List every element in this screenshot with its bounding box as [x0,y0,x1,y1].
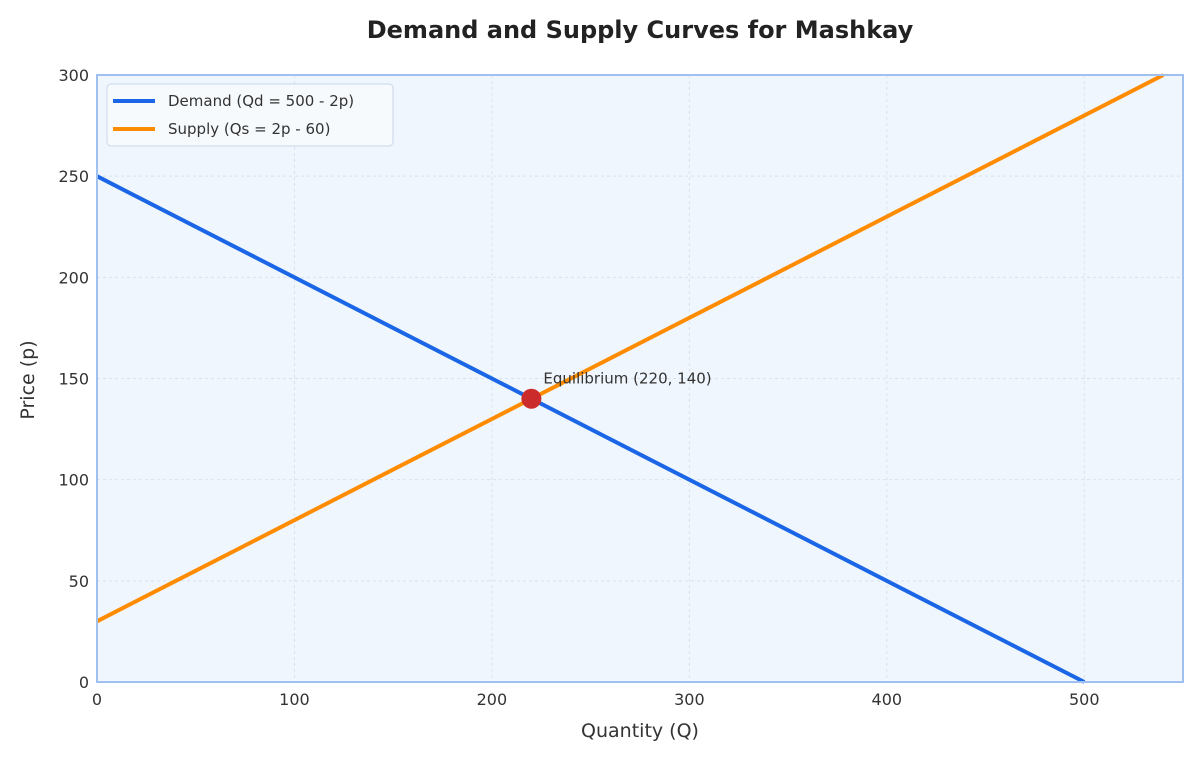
y-tick-label: 250 [58,167,89,186]
demand-legend-label: Demand (Qd = 500 - 2p) [168,92,354,110]
y-tick-label: 100 [58,471,89,490]
x-axis-label: Quantity (Q) [581,720,699,742]
y-axis-label: Price (p) [17,340,39,419]
x-tick-label: 500 [1069,690,1100,709]
chart-title: Demand and Supply Curves for Mashkay [367,16,914,44]
annotation-layer: Equilibrium (220, 140) [521,370,712,409]
y-tick-label: 150 [58,370,89,389]
y-tick-label: 50 [69,572,89,591]
supply-legend-label: Supply (Qs = 2p - 60) [168,120,330,138]
supply-series-line [96,73,1165,624]
y-tick-label: 0 [79,673,89,692]
x-tick-label: 200 [477,690,508,709]
x-tick-label: 0 [92,690,102,709]
tick-labels: 0 100 200 300 400 500 0 50 100 150 200 250 300 [58,66,1099,709]
legend: Demand (Qd = 500 - 2p) Supply (Qs = 2p - … [106,83,394,147]
y-tick-label: 300 [58,66,89,85]
x-tick-label: 400 [872,690,903,709]
x-tick-label: 100 [279,690,310,709]
legend-box [106,83,394,147]
equilibrium-point [521,388,542,409]
demand-series-line [96,174,1086,684]
plot-frame [96,74,1184,683]
equilibrium-label: Equilibrium (220, 140) [543,370,711,388]
y-tick-label: 200 [58,268,89,287]
x-tick-label: 300 [674,690,705,709]
series-layer [96,73,1165,684]
